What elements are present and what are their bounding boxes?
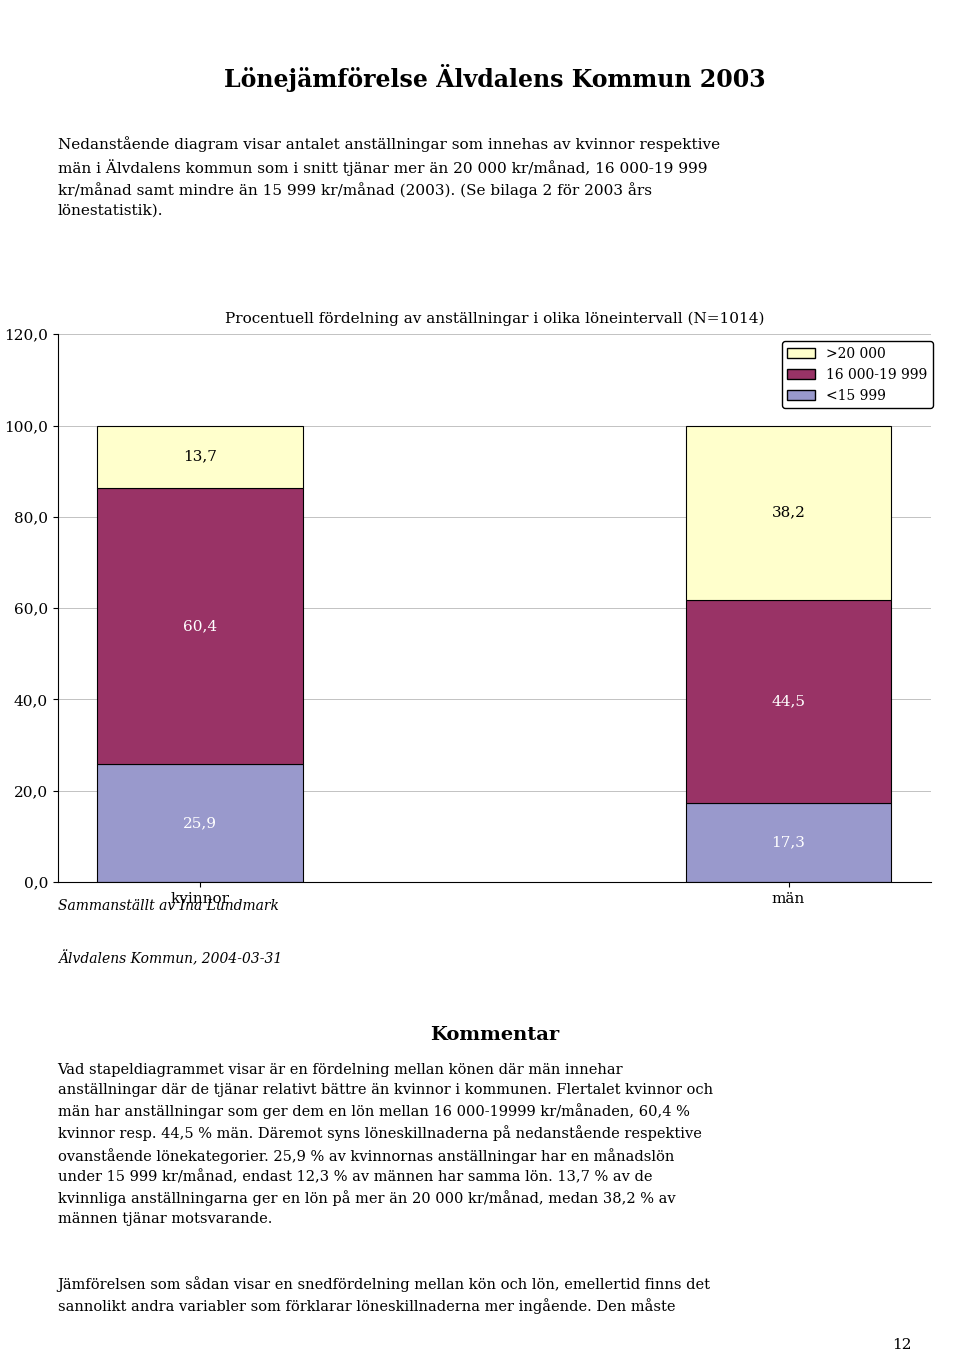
Text: 38,2: 38,2	[772, 505, 805, 519]
Text: Nedanstående diagram visar antalet anställningar som innehas av kvinnor respekti: Nedanstående diagram visar antalet anstä…	[58, 137, 720, 217]
Bar	[97, 488, 303, 764]
Text: 44,5: 44,5	[772, 694, 805, 709]
Bar	[97, 426, 303, 488]
Text: 12: 12	[893, 1339, 912, 1352]
Text: 60,4: 60,4	[183, 619, 217, 632]
Text: 17,3: 17,3	[772, 836, 805, 850]
Legend: >20 000, 16 000-19 999, <15 999: >20 000, 16 000-19 999, <15 999	[781, 342, 933, 408]
Bar	[685, 803, 892, 882]
Title: Procentuell fördelning av anställningar i olika löneintervall (N=1014): Procentuell fördelning av anställningar …	[225, 311, 764, 326]
Text: 13,7: 13,7	[183, 449, 217, 464]
Text: Sammanställt av Ina Lundmark: Sammanställt av Ina Lundmark	[58, 899, 278, 914]
Text: Jämförelsen som sådan visar en snedfördelning mellan kön och lön, emellertid fin: Jämförelsen som sådan visar en snedförde…	[58, 1276, 710, 1314]
Bar	[97, 764, 303, 882]
Text: Vad stapeldiagrammet visar är en fördelning mellan könen där män innehar
anställ: Vad stapeldiagrammet visar är en fördeln…	[58, 1063, 712, 1225]
Text: Kommentar: Kommentar	[430, 1026, 559, 1044]
Text: Lönejämförelse Älvdalens Kommun 2003: Lönejämförelse Älvdalens Kommun 2003	[224, 64, 765, 92]
Bar	[685, 426, 892, 600]
Text: Älvdalens Kommun, 2004-03-31: Älvdalens Kommun, 2004-03-31	[58, 951, 282, 967]
Bar	[685, 600, 892, 803]
Text: 25,9: 25,9	[183, 816, 217, 831]
